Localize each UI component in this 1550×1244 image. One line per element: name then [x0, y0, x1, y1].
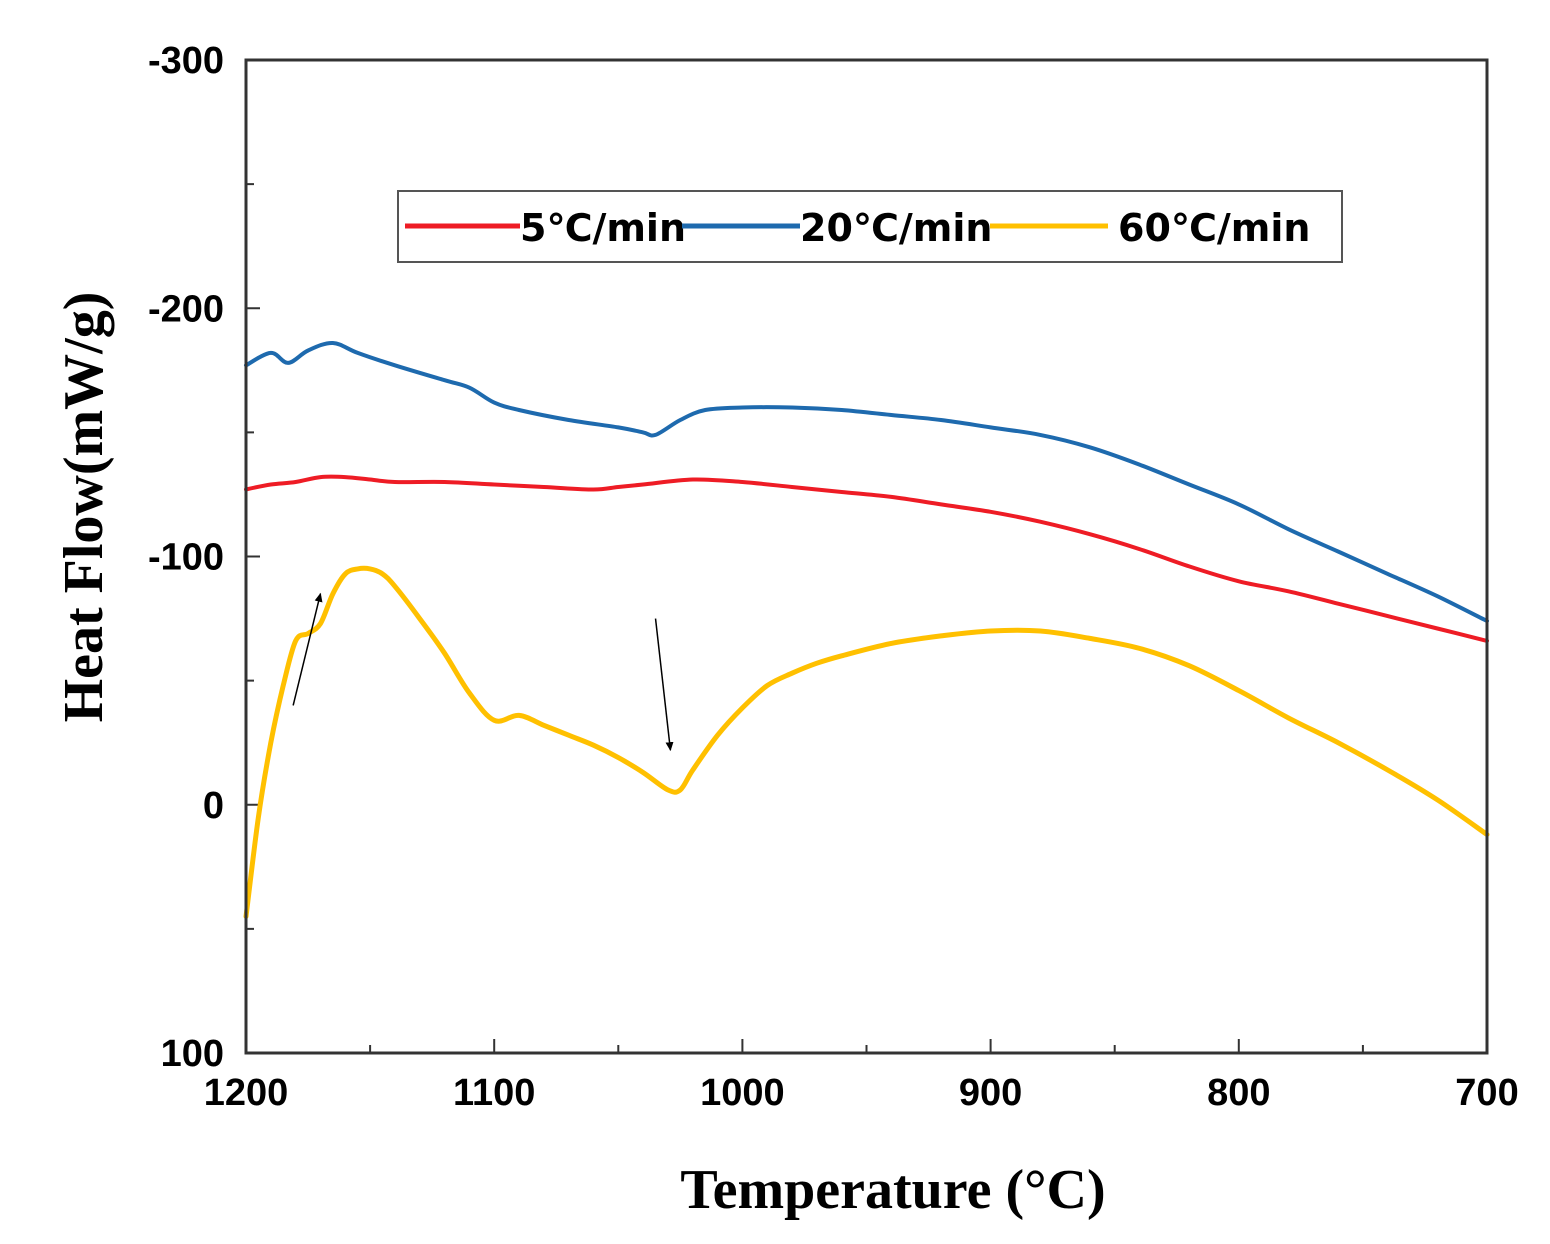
annotation-arrow-2 — [654, 618, 674, 752]
series-line-60c-min — [243, 565, 1490, 919]
y-axis-title: Heat Flow(mW/g) — [53, 292, 115, 723]
x-tick-label-1100: 1100 — [453, 1072, 535, 1114]
legend: 5℃/min 20℃/min 60℃/min — [397, 190, 1343, 263]
x-tick-label-1000: 1000 — [700, 1072, 785, 1114]
series-layer — [243, 340, 1490, 919]
y-tick-label-100: 100 — [161, 1033, 224, 1075]
legend-label-60c-min: 60℃/min — [1118, 206, 1310, 250]
y-tick-labels: 100 0 -100 -200 -300 — [148, 40, 224, 1075]
y-tick-label--100: -100 — [148, 537, 224, 579]
x-tick-label-800: 800 — [1207, 1072, 1270, 1114]
x-axis-title: Temperature (°C) — [680, 1159, 1105, 1221]
legend-box — [397, 190, 1343, 263]
y-tick-label--200: -200 — [148, 288, 224, 330]
x-tick-label-700: 700 — [1455, 1072, 1518, 1114]
x-tick-labels: 1200 1100 1000 900 800 700 — [204, 1072, 1519, 1114]
legend-label-20c-min: 20℃/min — [800, 206, 992, 250]
annotation-arrow-1 — [292, 592, 323, 706]
plot-frame — [244, 58, 1489, 1055]
legend-label-5c-min: 5℃/min — [520, 206, 686, 250]
series-line-5c-min — [244, 474, 1489, 643]
y-tick-label-0: 0 — [203, 785, 224, 827]
x-tick-label-900: 900 — [959, 1072, 1022, 1114]
series-line-20c-min — [244, 340, 1489, 623]
x-tick-label-1200: 1200 — [204, 1072, 289, 1114]
y-tick-label--300: -300 — [148, 40, 224, 82]
annotations — [292, 592, 674, 752]
